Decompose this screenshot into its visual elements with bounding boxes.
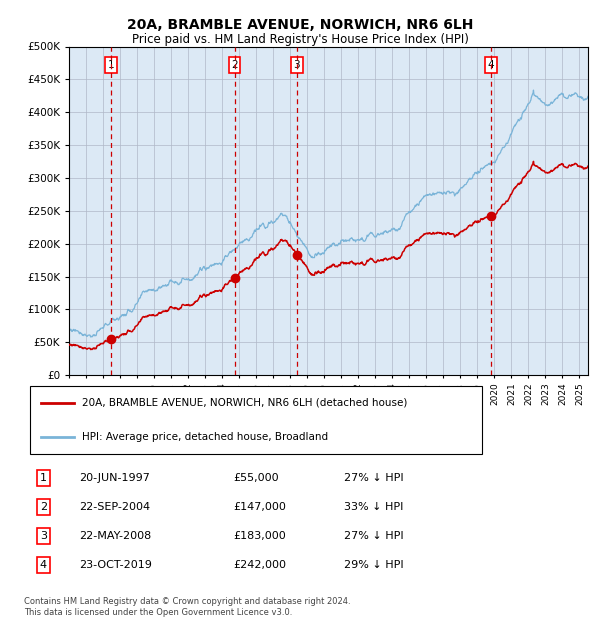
Text: 29% ↓ HPI: 29% ↓ HPI — [344, 560, 404, 570]
FancyBboxPatch shape — [29, 386, 482, 454]
Text: 2: 2 — [231, 60, 238, 70]
Text: £147,000: £147,000 — [234, 502, 287, 512]
Text: 23-OCT-2019: 23-OCT-2019 — [79, 560, 152, 570]
Text: 22-SEP-2004: 22-SEP-2004 — [79, 502, 151, 512]
Text: Contains HM Land Registry data © Crown copyright and database right 2024.
This d: Contains HM Land Registry data © Crown c… — [24, 598, 350, 617]
Text: 4: 4 — [40, 560, 47, 570]
Text: 1: 1 — [40, 473, 47, 483]
Text: 27% ↓ HPI: 27% ↓ HPI — [344, 473, 404, 483]
Text: 1: 1 — [108, 60, 115, 70]
Text: 20A, BRAMBLE AVENUE, NORWICH, NR6 6LH (detached house): 20A, BRAMBLE AVENUE, NORWICH, NR6 6LH (d… — [82, 398, 407, 408]
Text: £242,000: £242,000 — [234, 560, 287, 570]
Text: 4: 4 — [488, 60, 494, 70]
Text: 3: 3 — [293, 60, 300, 70]
Text: 22-MAY-2008: 22-MAY-2008 — [79, 531, 151, 541]
Text: HPI: Average price, detached house, Broadland: HPI: Average price, detached house, Broa… — [82, 432, 328, 442]
Text: £55,000: £55,000 — [234, 473, 280, 483]
Text: 33% ↓ HPI: 33% ↓ HPI — [344, 502, 404, 512]
Text: 2: 2 — [40, 502, 47, 512]
Text: £183,000: £183,000 — [234, 531, 287, 541]
Text: Price paid vs. HM Land Registry's House Price Index (HPI): Price paid vs. HM Land Registry's House … — [131, 33, 469, 45]
Text: 20A, BRAMBLE AVENUE, NORWICH, NR6 6LH: 20A, BRAMBLE AVENUE, NORWICH, NR6 6LH — [127, 18, 473, 32]
Text: 3: 3 — [40, 531, 47, 541]
Text: 27% ↓ HPI: 27% ↓ HPI — [344, 531, 404, 541]
Text: 20-JUN-1997: 20-JUN-1997 — [79, 473, 150, 483]
